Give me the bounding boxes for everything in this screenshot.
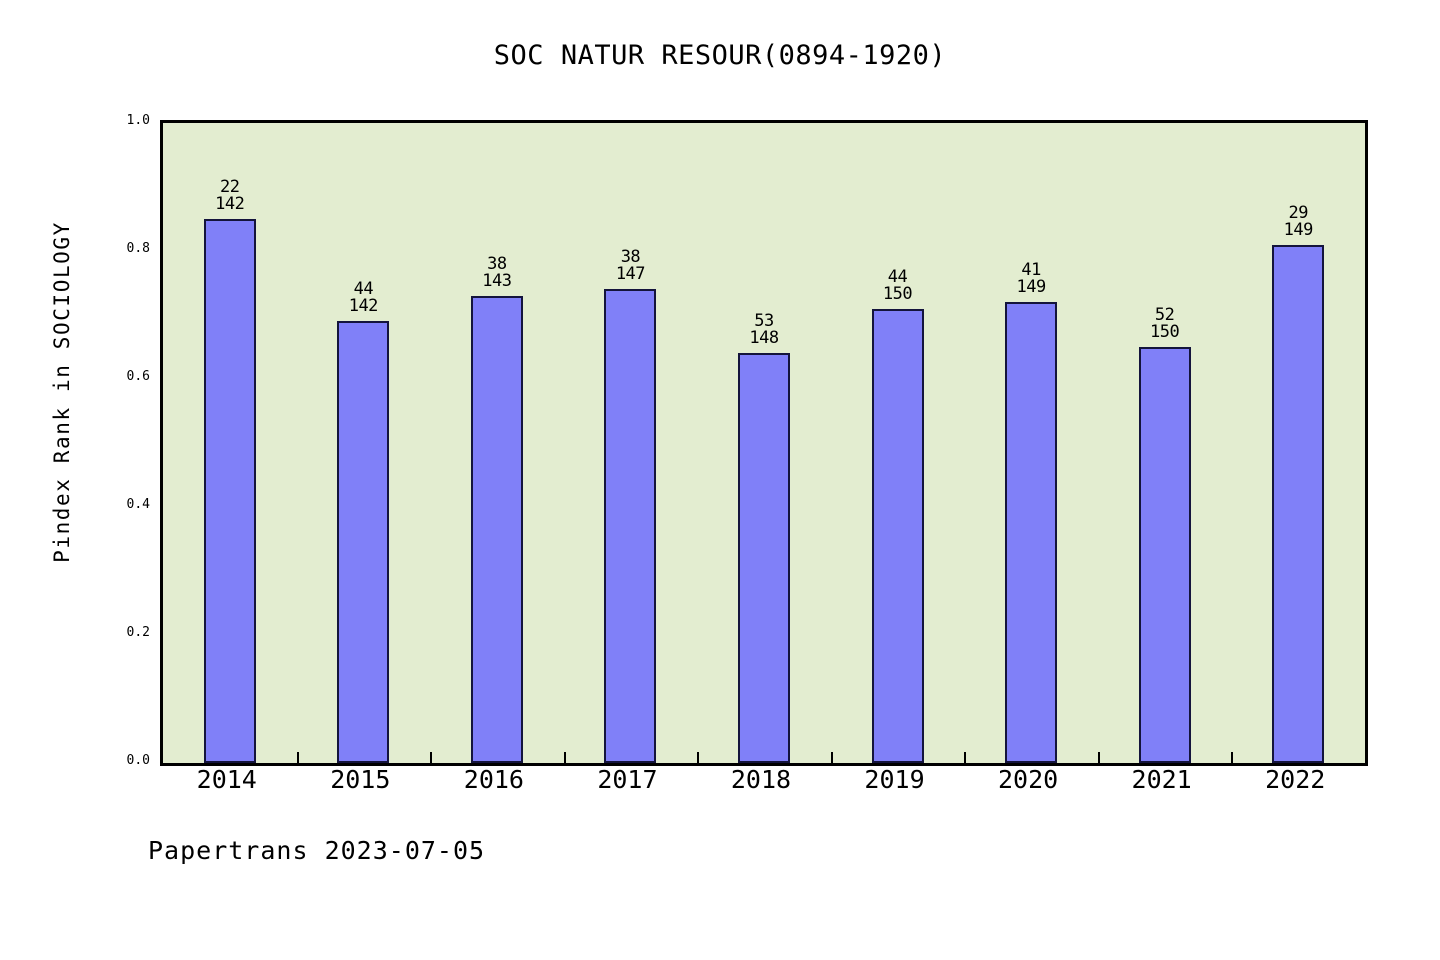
bar-label-total: 142	[215, 194, 245, 214]
bar-label-rank: 41	[1021, 260, 1041, 281]
x-axis-tick-mark	[563, 752, 566, 763]
bar-label-rank: 52	[1154, 305, 1175, 325]
bar-group: 22 142	[163, 123, 297, 763]
bar-label-total: 150	[882, 283, 913, 304]
bar-label-rank: 53	[754, 311, 774, 332]
plot-area: 22 142 44 142 38 143 38 147 53 148 44 150 41 149 52 150…	[160, 120, 1368, 766]
footer-note: Papertrans 2023-07-05	[148, 836, 486, 865]
x-axis-tick-label: 2022	[1265, 765, 1326, 794]
bar-group: 53 148	[697, 123, 831, 763]
x-axis-tick-mark	[697, 752, 700, 763]
x-axis-tick-label: 2017	[597, 765, 658, 794]
bar[interactable]	[737, 353, 790, 763]
bar-label-total: 149	[1016, 277, 1046, 298]
bar-label-total: 150	[1150, 322, 1180, 342]
bar-label-total: 143	[482, 270, 512, 291]
bar[interactable]	[1272, 244, 1325, 763]
bar-group: 44 142	[297, 123, 431, 763]
bar-label-rank: 44	[353, 279, 374, 300]
bar-value-label: 38 147	[564, 249, 698, 283]
x-axis-tick-mark	[830, 752, 833, 763]
x-axis-tick-mark	[1097, 752, 1100, 763]
x-axis-tick-mark	[296, 752, 299, 763]
bars-layer: 22 142 44 142 38 143 38 147 53 148 44 150 41 149 52 150…	[163, 123, 1365, 763]
x-axis-tick-label: 2020	[997, 765, 1059, 794]
y-axis-tick-label: 0.2	[126, 625, 150, 640]
y-axis-tick-label: 0.8	[126, 241, 150, 256]
bar-label-rank: 22	[220, 177, 240, 197]
x-axis-tick-mark	[964, 752, 967, 763]
bar[interactable]	[871, 308, 924, 763]
x-axis-tick-mark	[430, 752, 433, 763]
bar-label-rank: 29	[1288, 202, 1308, 223]
bar-group: 29 149	[1231, 123, 1365, 763]
bar-label-total: 149	[1283, 219, 1314, 240]
bar-value-label: 52 150	[1098, 307, 1232, 341]
x-axis-tick-label: 2016	[463, 765, 524, 794]
bar-group: 38 147	[564, 123, 698, 763]
bar[interactable]	[470, 295, 523, 763]
bar-label-total: 147	[615, 264, 646, 285]
bar[interactable]	[604, 289, 657, 763]
x-axis-tick-label: 2021	[1131, 765, 1192, 794]
x-axis-tick-label: 2019	[864, 765, 925, 794]
bar-group: 41 149	[964, 123, 1098, 763]
x-axis-tick-label: 2015	[330, 765, 391, 794]
y-axis-title: Pindex Rank in SOCIOLOGY	[50, 221, 74, 563]
bar-value-label: 44 142	[297, 281, 431, 315]
bar[interactable]	[203, 219, 256, 763]
bar[interactable]	[1138, 347, 1191, 763]
y-axis-tick-label: 0.4	[126, 497, 150, 512]
bar-value-label: 29 149	[1231, 202, 1365, 240]
bar-label-rank: 44	[887, 266, 908, 287]
x-axis-tick-label: 2014	[196, 765, 257, 794]
bar-value-label: 38 143	[430, 253, 564, 291]
bar-label-rank: 38	[620, 247, 641, 268]
bar-value-label: 22 142	[163, 179, 297, 213]
y-axis-tick-label: 0.6	[126, 369, 150, 384]
y-axis-tick-label: 0.0	[126, 753, 150, 768]
bar-label-rank: 38	[487, 253, 507, 274]
bar-label-total: 148	[749, 328, 779, 349]
bar[interactable]	[1005, 302, 1058, 763]
x-axis-tick-mark	[1231, 752, 1234, 763]
bar-group: 44 150	[831, 123, 965, 763]
bar-value-label: 44 150	[831, 266, 965, 304]
bar-group: 38 143	[430, 123, 564, 763]
bar-value-label: 41 149	[964, 262, 1098, 296]
bar-value-label: 53 148	[697, 313, 831, 347]
bar[interactable]	[337, 321, 390, 763]
bar-label-total: 142	[348, 296, 379, 317]
x-axis-tick-label: 2018	[730, 765, 792, 794]
bar-group: 52 150	[1098, 123, 1232, 763]
chart-title: SOC NATUR RESOUR(0894-1920)	[493, 40, 947, 71]
y-axis-tick-label: 1.0	[126, 113, 150, 128]
